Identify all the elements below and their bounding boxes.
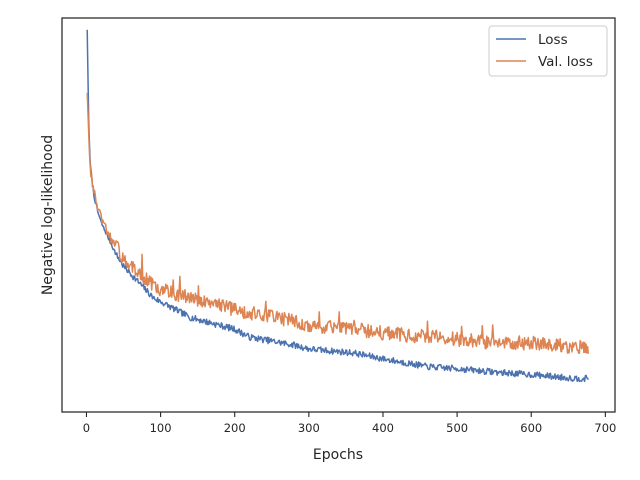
x-tick-label: 300 <box>298 421 320 435</box>
series-line-loss <box>86 29 589 383</box>
x-tick-label: 0 <box>83 421 90 435</box>
x-tick-label: 200 <box>224 421 246 435</box>
x-tick-label: 600 <box>520 421 542 435</box>
y-axis-label: Negative log-likelihood <box>40 135 56 295</box>
x-tick-label: 100 <box>150 421 172 435</box>
legend-label-val-loss: Val. loss <box>538 54 593 70</box>
x-axis-ticks: 0 100 200 300 400 500 600 700 <box>83 412 616 435</box>
legend-label-loss: Loss <box>538 32 568 48</box>
legend: Loss Val. loss <box>488 25 608 77</box>
series-layer <box>86 29 590 383</box>
x-tick-label: 400 <box>372 421 394 435</box>
series-line-val-loss <box>86 92 590 354</box>
x-axis-label: Epochs <box>313 447 363 463</box>
x-tick-label: 500 <box>446 421 468 435</box>
x-tick-label: 700 <box>594 421 616 435</box>
